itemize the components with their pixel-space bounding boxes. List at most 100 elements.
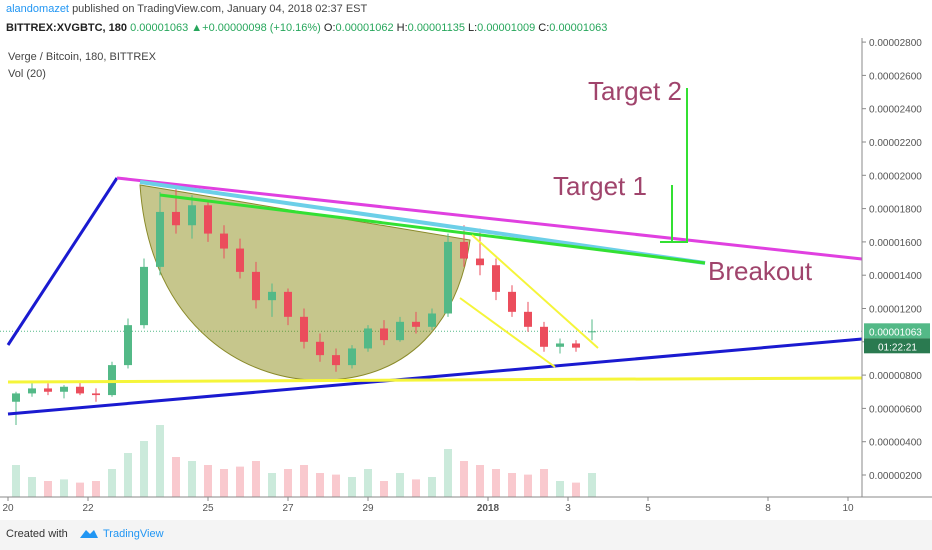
volume-bar — [284, 469, 292, 497]
volume-bar — [492, 469, 500, 497]
brand[interactable]: TradingView — [103, 528, 164, 540]
last-price-box — [864, 323, 930, 339]
volume-bar — [60, 479, 68, 497]
symbol: BITTREX:XVGBTC, 180 — [6, 22, 128, 34]
legend-item: Vol (20) — [8, 68, 46, 80]
y-tick-label: 0.00000600 — [869, 404, 922, 415]
volume-bar — [220, 469, 228, 497]
trend-line — [6, 177, 119, 346]
y-tick-label: 0.00002600 — [869, 71, 922, 82]
x-tick-label: 29 — [362, 503, 374, 514]
candle-body — [460, 241, 468, 259]
last: 0.00001063 — [130, 22, 189, 34]
candle-body — [476, 258, 484, 266]
change: +0.00000098 (+10.16%) — [202, 22, 321, 34]
candle-body — [188, 205, 196, 226]
volume-bar — [428, 477, 436, 497]
x-tick-label: 5 — [645, 503, 651, 514]
candle-body — [396, 321, 404, 341]
volume-bar — [380, 481, 388, 497]
volume-bar — [524, 474, 532, 497]
candle-body — [588, 331, 596, 333]
ohlc-label: C: — [538, 22, 550, 34]
candle-body — [12, 393, 20, 402]
candle-body — [124, 325, 132, 366]
volume-bar — [268, 473, 276, 497]
volume-bar — [460, 461, 468, 497]
volume-bar — [108, 469, 116, 497]
ohlc-label: H: — [396, 22, 408, 34]
candle-body — [268, 291, 276, 301]
candle-body — [28, 388, 36, 394]
volume-bar — [316, 473, 324, 497]
x-tick-label: 25 — [202, 503, 214, 514]
volume-bar — [140, 441, 148, 497]
resistance-line — [116, 176, 863, 261]
x-tick-label: 10 — [842, 503, 854, 514]
y-tick-label: 0.00001400 — [869, 271, 922, 282]
symbol-line: BITTREX:XVGBTC, 180 0.00001063 ▲+0.00000… — [6, 22, 610, 34]
target-lines — [660, 88, 688, 243]
y-tick-label: 0.00001800 — [869, 205, 922, 216]
y-tick-label: 0.00000800 — [869, 371, 922, 382]
x-tick-label: 3 — [565, 503, 571, 514]
candle-body — [44, 388, 52, 392]
volume-bar — [476, 465, 484, 497]
candle-body — [428, 313, 436, 327]
volume-bar — [236, 466, 244, 497]
volume-bar — [348, 477, 356, 497]
ohlc-value: 0.00001062 — [335, 22, 394, 34]
volume-bar — [588, 473, 596, 497]
candle-body — [252, 271, 260, 301]
volume-bar — [124, 453, 132, 497]
y-tick-label: 0.00002800 — [869, 38, 922, 49]
candle-body — [572, 343, 580, 348]
y-tick-label: 0.00002400 — [869, 105, 922, 116]
candle-body — [348, 348, 356, 366]
candle-body — [204, 205, 212, 234]
x-tick-label: 20 — [2, 503, 14, 514]
candle-body — [172, 211, 180, 226]
volume-bar — [204, 465, 212, 497]
created: Created with — [6, 528, 68, 540]
y-tick-label: 0.00000400 — [869, 438, 922, 449]
x-tick-label: 8 — [765, 503, 771, 514]
last-price-label: 0.00001063 — [869, 327, 922, 338]
volume-bar — [396, 473, 404, 497]
candle-body — [76, 386, 84, 394]
volume-bar — [92, 481, 100, 497]
annotation: Target 1 — [553, 171, 647, 201]
volume-bar — [332, 474, 340, 497]
y-tick-label: 0.00002200 — [869, 138, 922, 149]
candle-body — [236, 248, 244, 272]
countdown: 01:22:21 — [878, 342, 917, 353]
logo — [80, 530, 98, 538]
author-link[interactable]: alandomazet — [6, 3, 69, 15]
countdown-box — [864, 338, 930, 354]
cyan-line — [139, 180, 706, 265]
volume-bar — [364, 469, 372, 497]
ohlc-label: O: — [323, 22, 336, 34]
candle-body — [364, 328, 372, 349]
flag-line — [471, 234, 599, 349]
volume-bar — [300, 465, 308, 497]
candle-body — [524, 311, 532, 327]
volume-bar — [172, 457, 180, 497]
candle-body — [540, 326, 548, 347]
volume-bar — [12, 465, 20, 497]
volume-bar — [188, 461, 196, 497]
published: published on TradingView.com, January 04… — [72, 3, 368, 15]
volume-bar — [556, 481, 564, 497]
volume-bar — [44, 481, 52, 497]
volume-bar — [444, 449, 452, 497]
yellow-line — [7, 376, 863, 384]
y-tick-label: 0.00001600 — [869, 238, 922, 249]
annotation: Breakout — [708, 256, 813, 286]
volume-bar — [156, 425, 164, 497]
volume-bar — [540, 469, 548, 497]
candle-body — [492, 265, 500, 292]
candle-body — [284, 291, 292, 317]
candle-body — [508, 291, 516, 312]
chart: Target 2 Target 1 Breakout Verge / Bitco… — [0, 38, 932, 514]
